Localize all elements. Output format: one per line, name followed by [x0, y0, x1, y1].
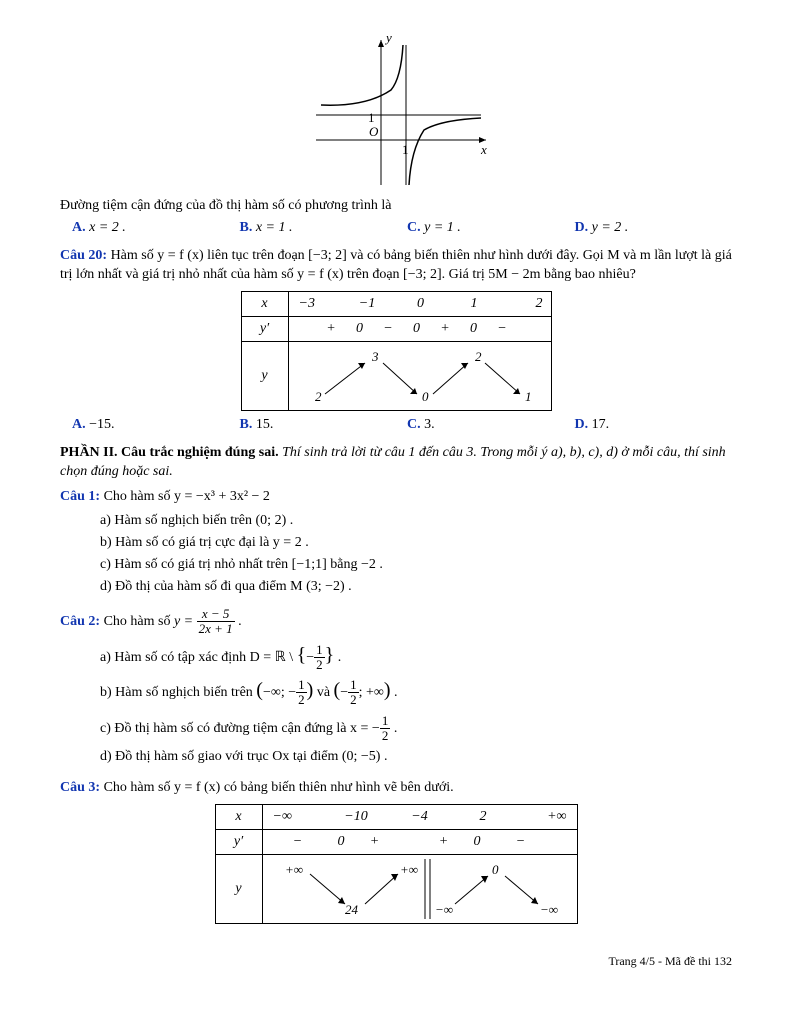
- c2: Câu 2: Cho hàm số y = x − 52x + 1 .: [60, 607, 732, 637]
- c2-d: d) Đồ thị hàm số giao với trục Ox tại đi…: [100, 749, 732, 765]
- svg-text:24: 24: [345, 902, 359, 917]
- variation-table-1: x −3 −1 0 1 2 y′ + 0 − 0 + 0 − y 3 2 2 0…: [241, 291, 552, 411]
- c1-c: c) Hàm số có giá trị nhỏ nhất trên [−1;1…: [100, 557, 732, 573]
- phan2-title: PHẦN II. Câu trắc nghiệm đúng sai.: [60, 445, 279, 460]
- q20-text: Hàm số y = f (x) liên tục trên đoạn [−3;…: [60, 248, 732, 283]
- q19-a: x = 2 .: [89, 220, 126, 235]
- q19-text: Đường tiệm cận đứng của đồ thị hàm số có…: [60, 196, 732, 216]
- graph-q19: y x O 1 1: [60, 30, 732, 190]
- opt-b-label: B.: [240, 220, 253, 235]
- q20-a: −15.: [89, 417, 114, 432]
- phan2: PHẦN II. Câu trắc nghiệm đúng sai. Thí s…: [60, 443, 732, 482]
- opt-a-label: A.: [72, 220, 86, 235]
- svg-text:+∞: +∞: [285, 862, 303, 877]
- c2-label: Câu 2:: [60, 614, 100, 629]
- svg-text:x: x: [480, 142, 487, 157]
- c3: Câu 3: Cho hàm số y = f (x) có bảng biến…: [60, 777, 732, 798]
- c2-b: b) Hàm số nghịch biến trên (−∞; −12) và …: [100, 678, 732, 708]
- svg-text:2: 2: [475, 349, 482, 364]
- q20-options: A. −15. B. 15. C. 3. D. 17.: [72, 417, 732, 433]
- graph-svg: y x O 1 1: [296, 30, 496, 190]
- q20-d: 17.: [592, 417, 610, 432]
- svg-text:0: 0: [492, 862, 499, 877]
- c1-label: Câu 1:: [60, 489, 100, 504]
- svg-text:3: 3: [371, 349, 379, 364]
- svg-text:O: O: [369, 124, 379, 139]
- c2-text-pre: Cho hàm số: [100, 614, 174, 629]
- opt-c-label: C.: [407, 417, 421, 432]
- opt-d-label: D.: [575, 417, 589, 432]
- svg-text:1: 1: [402, 142, 409, 157]
- c1-text: Cho hàm số y = −x³ + 3x² − 2: [100, 489, 270, 504]
- q19-b: x = 1 .: [256, 220, 293, 235]
- q20-c: 3.: [424, 417, 435, 432]
- q20-b: 15.: [256, 417, 274, 432]
- svg-text:1: 1: [368, 110, 375, 125]
- c1-b: b) Hàm số có giá trị cực đại là y = 2 .: [100, 535, 732, 551]
- variation-table-2: x −∞ −10 −4 2 +∞ y′ − 0 + + 0 − y +∞ +∞ …: [215, 804, 578, 924]
- svg-text:+∞: +∞: [400, 862, 418, 877]
- variation-svg-1: 3 2 2 0 1: [295, 346, 545, 406]
- c2-text-post: .: [235, 614, 242, 629]
- svg-text:y: y: [384, 30, 392, 45]
- page-footer: Trang 4/5 - Mã đề thi 132: [60, 954, 732, 969]
- svg-text:1: 1: [525, 389, 532, 404]
- q19-options: A. x = 2 . B. x = 1 . C. y = 1 . D. y = …: [72, 220, 732, 236]
- opt-d-label: D.: [575, 220, 589, 235]
- q19-c: y = 1 .: [424, 220, 461, 235]
- opt-c-label: C.: [407, 220, 421, 235]
- c2-a: a) Hàm số có tập xác định D = ℝ \ {−12} …: [100, 643, 732, 673]
- c2-c: c) Đồ thị hàm số có đường tiệm cận đứng …: [100, 714, 732, 744]
- svg-text:−∞: −∞: [435, 902, 453, 917]
- opt-b-label: B.: [240, 417, 253, 432]
- svg-text:2: 2: [315, 389, 322, 404]
- c1-d: d) Đồ thị của hàm số đi qua điểm M (3; −…: [100, 579, 732, 595]
- q19-d: y = 2 .: [592, 220, 629, 235]
- c1-a: a) Hàm số nghịch biến trên (0; 2) .: [100, 513, 732, 529]
- svg-text:0: 0: [422, 389, 429, 404]
- variation-svg-2: +∞ +∞ 24 0 −∞ −∞: [270, 859, 570, 919]
- c1: Câu 1: Cho hàm số y = −x³ + 3x² − 2: [60, 486, 732, 507]
- opt-a-label: A.: [72, 417, 86, 432]
- q20-label: Câu 20:: [60, 248, 107, 263]
- svg-text:−∞: −∞: [540, 902, 558, 917]
- c3-text: Cho hàm số y = f (x) có bảng biến thiên …: [100, 780, 454, 795]
- c3-label: Câu 3:: [60, 780, 100, 795]
- q20: Câu 20: Hàm số y = f (x) liên tục trên đ…: [60, 246, 732, 285]
